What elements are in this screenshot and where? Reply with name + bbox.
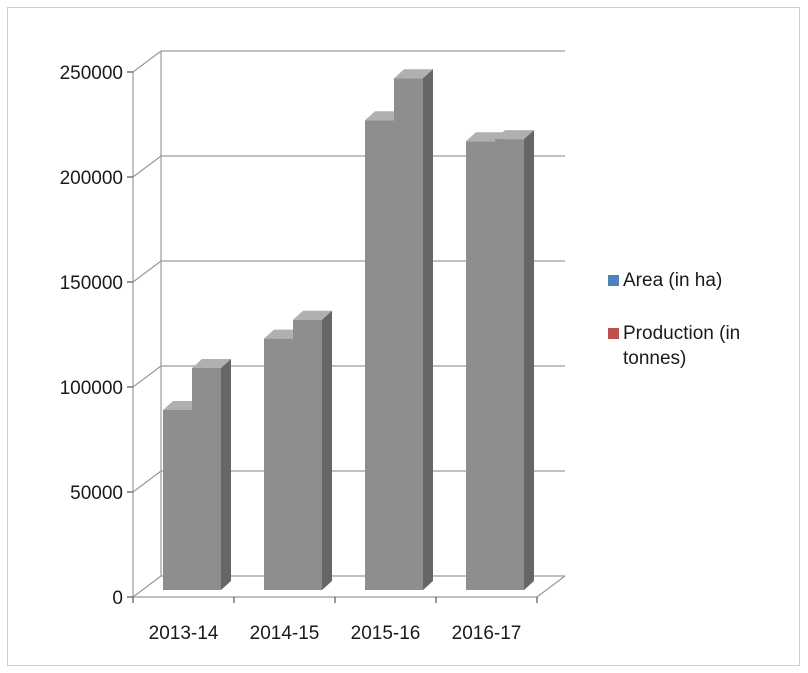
gridline-diagonal xyxy=(132,470,162,493)
bar-front xyxy=(293,319,322,590)
bar-top xyxy=(495,130,534,140)
y-tick-labels: 0 50000 100000 150000 200000 250000 xyxy=(60,63,123,609)
x-tick-label: 2014-15 xyxy=(250,623,320,644)
gridline-diagonal xyxy=(132,260,162,283)
bar-production-in-tonnes-2016-17 xyxy=(495,130,534,590)
bar-side xyxy=(423,69,433,590)
gridline-diagonal xyxy=(132,575,162,598)
y-tick-label: 100000 xyxy=(60,378,123,399)
x-tick-label: 2015-16 xyxy=(351,623,421,644)
legend: Area (in ha) Production (in tonnes) xyxy=(608,268,798,399)
gridline-diagonal xyxy=(132,365,162,388)
bars xyxy=(163,69,534,590)
bar-front xyxy=(192,368,221,590)
bar-production-in-tonnes-2013-14 xyxy=(192,359,231,590)
bar-side xyxy=(524,130,534,590)
y-tick-label: 250000 xyxy=(60,63,123,84)
bar-front xyxy=(466,141,495,590)
axes xyxy=(127,71,566,603)
plot-walls xyxy=(132,51,162,597)
bar-front xyxy=(495,139,524,590)
bar-front xyxy=(264,338,293,590)
bar-front xyxy=(394,78,423,590)
gridline-diagonal xyxy=(132,50,162,73)
bar-production-in-tonnes-2015-16 xyxy=(394,69,433,590)
floor-right-edge xyxy=(536,575,566,598)
bar-front xyxy=(163,410,192,590)
y-tick-label: 150000 xyxy=(60,273,123,294)
x-tick-labels: 2013-14 2014-15 2015-16 2016-17 xyxy=(149,623,522,644)
y-tick-label: 50000 xyxy=(70,483,123,504)
bar-front xyxy=(365,120,394,590)
legend-item-production: Production (in tonnes) xyxy=(608,321,798,371)
bar-side xyxy=(322,310,332,590)
chart-frame xyxy=(7,7,800,666)
bar-side xyxy=(221,359,231,590)
bar-production-in-tonnes-2014-15 xyxy=(293,310,332,590)
y-tick-label: 200000 xyxy=(60,168,123,189)
x-tick-label: 2013-14 xyxy=(149,623,219,644)
x-tick-label: 2016-17 xyxy=(452,623,522,644)
legend-label-production: Production (in tonnes) xyxy=(623,323,741,369)
y-tick-label: 0 xyxy=(112,588,123,609)
legend-item-area: Area (in ha) xyxy=(608,268,798,293)
legend-swatch-area xyxy=(608,275,619,286)
legend-swatch-production xyxy=(608,328,619,339)
legend-label-area: Area (in ha) xyxy=(623,270,723,291)
bar-top xyxy=(394,69,433,79)
gridline-diagonal xyxy=(132,155,162,178)
bar-top xyxy=(293,310,332,320)
bar-top xyxy=(192,359,231,368)
